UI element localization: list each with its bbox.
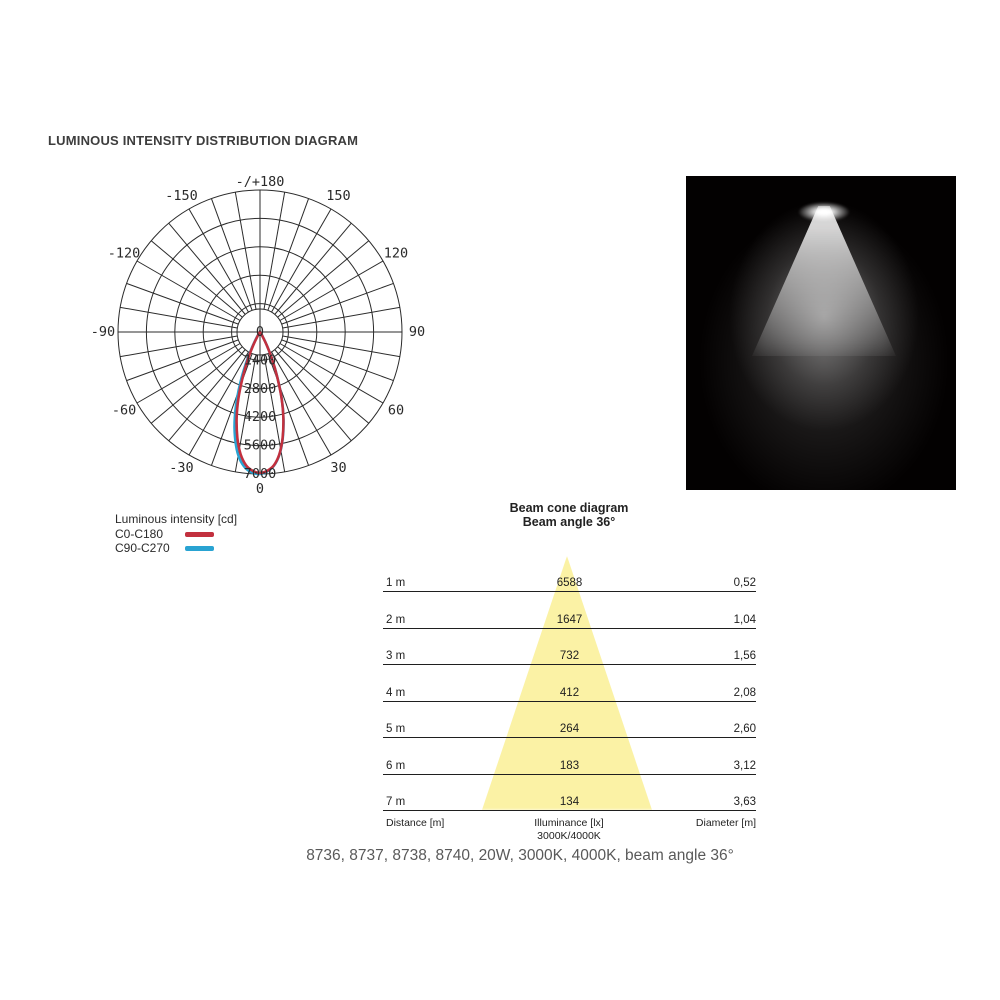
- diameter-cell: 2,60: [733, 723, 756, 735]
- legend-label-c0-c180: C0-C180: [115, 527, 164, 541]
- illuminance-cell: 412: [559, 687, 580, 699]
- polar-spoke: [281, 282, 394, 325]
- polar-spoke: [210, 353, 253, 466]
- ring-value-label: 4200: [244, 409, 277, 425]
- column-header-diameter: Diameter [m]: [695, 817, 756, 829]
- angle-label: -120: [108, 246, 141, 262]
- diameter-cell: 2,08: [733, 687, 756, 699]
- polar-spoke: [126, 339, 239, 382]
- illuminance-header-line1: Illuminance [lx]: [534, 817, 604, 829]
- ring-value-label: 2800: [244, 381, 277, 397]
- diameter-cell: 0,52: [733, 577, 756, 589]
- distance-cell: 5 m: [386, 723, 406, 735]
- illuminance-header-line2: 3000K/4000K: [537, 829, 601, 842]
- beam-cone-diagram-title: Beam cone diagram Beam angle 36°: [469, 501, 669, 529]
- angle-label: -90: [91, 324, 115, 340]
- column-header-illuminance: Illuminance [lx] 3000K/4000K: [469, 817, 669, 842]
- diameter-cell: 3,12: [733, 760, 756, 772]
- product-caption: 8736, 8737, 8738, 8740, 20W, 3000K, 4000…: [306, 847, 734, 864]
- angle-label: -/+180: [236, 174, 285, 190]
- table-row: 3 m 732 1,56: [383, 647, 756, 665]
- polar-spoke: [279, 260, 384, 321]
- ring-value-label: 1400: [244, 352, 277, 368]
- polar-spoke: [136, 260, 241, 321]
- ring-value-label: 0: [256, 324, 264, 340]
- beam-cone-title-line: Beam cone diagram: [509, 501, 629, 515]
- angle-label: 0: [256, 481, 264, 497]
- polar-spoke: [282, 306, 400, 329]
- polar-spoke: [188, 351, 249, 456]
- table-row: 2 m 1647 1,04: [383, 611, 756, 629]
- angle-label: -30: [169, 460, 193, 476]
- polar-spoke: [150, 346, 243, 424]
- angle-label: 120: [384, 246, 408, 262]
- polar-spoke: [281, 339, 394, 382]
- polar-spoke: [271, 208, 332, 313]
- table-row: 6 m 183 3,12: [383, 757, 756, 775]
- polar-spoke: [279, 343, 384, 404]
- angle-label: 150: [326, 188, 350, 204]
- beam-hotspot: [798, 202, 850, 222]
- illuminance-cell: 264: [559, 723, 580, 735]
- polar-spoke: [234, 192, 257, 310]
- angle-label: 30: [330, 460, 346, 476]
- polar-spoke: [277, 346, 370, 424]
- legend-title: Luminous intensity [cd]: [115, 512, 238, 526]
- polar-spoke: [277, 240, 370, 318]
- illuminance-cell: 183: [559, 760, 580, 772]
- table-row: 4 m 412 2,08: [383, 684, 756, 702]
- polar-spoke: [120, 306, 238, 329]
- illuminance-cell: 732: [559, 650, 580, 662]
- distance-cell: 2 m: [386, 614, 406, 626]
- polar-spoke: [274, 349, 352, 442]
- angle-label: 60: [388, 403, 404, 419]
- polar-spoke: [168, 222, 246, 315]
- diameter-cell: 1,56: [733, 650, 756, 662]
- distance-cell: 1 m: [386, 577, 406, 589]
- legend-label-c90-c270: C90-C270: [115, 541, 170, 555]
- beam-photo: [686, 176, 956, 490]
- legend-swatch-blue-line: [185, 546, 214, 551]
- distance-cell: 4 m: [386, 687, 406, 699]
- polar-spoke: [188, 208, 249, 313]
- illuminance-cell: 1647: [556, 614, 583, 626]
- distance-cell: 6 m: [386, 760, 406, 772]
- polar-spoke: [271, 351, 332, 456]
- polar-spoke: [267, 353, 310, 466]
- polar-spoke: [263, 192, 286, 310]
- polar-spoke: [126, 282, 239, 325]
- polar-spoke: [267, 198, 310, 311]
- illuminance-cell: 134: [559, 796, 580, 808]
- ring-value-label: 5600: [244, 438, 277, 454]
- table-row: 1 m 6588 0,52: [383, 574, 756, 592]
- page-title: LUMINOUS INTENSITY DISTRIBUTION DIAGRAM: [48, 133, 359, 148]
- diameter-cell: 3,63: [733, 796, 756, 808]
- table-row: 5 m 264 2,60: [383, 720, 756, 738]
- column-header-distance: Distance [m]: [386, 817, 445, 829]
- luminous-intensity-polar-chart: 0 1400 2800 4200 5600 7000 -/+180 150 120 90 60 30 0…: [91, 174, 425, 497]
- illuminance-cell: 6588: [556, 577, 583, 589]
- polar-spoke: [120, 335, 238, 358]
- ring-value-label: 7000: [244, 466, 277, 482]
- intensity-curve-c0-c180: [235, 330, 285, 475]
- legend-swatch-red-line: [185, 532, 214, 537]
- polar-spoke: [282, 335, 400, 358]
- distance-cell: 7 m: [386, 796, 406, 808]
- beam-angle-line: Beam angle 36°: [522, 515, 616, 529]
- polar-spoke: [136, 343, 241, 404]
- angle-label: 90: [409, 324, 425, 340]
- angle-label: -60: [112, 403, 136, 419]
- diameter-cell: 1,04: [733, 614, 756, 626]
- polar-spoke: [150, 240, 243, 318]
- polar-spoke: [274, 222, 352, 315]
- angle-label: -150: [165, 188, 198, 204]
- polar-spoke: [210, 198, 253, 311]
- table-row: 7 m 134 3,63: [383, 793, 756, 811]
- distance-cell: 3 m: [386, 650, 406, 662]
- polar-spoke: [168, 349, 246, 442]
